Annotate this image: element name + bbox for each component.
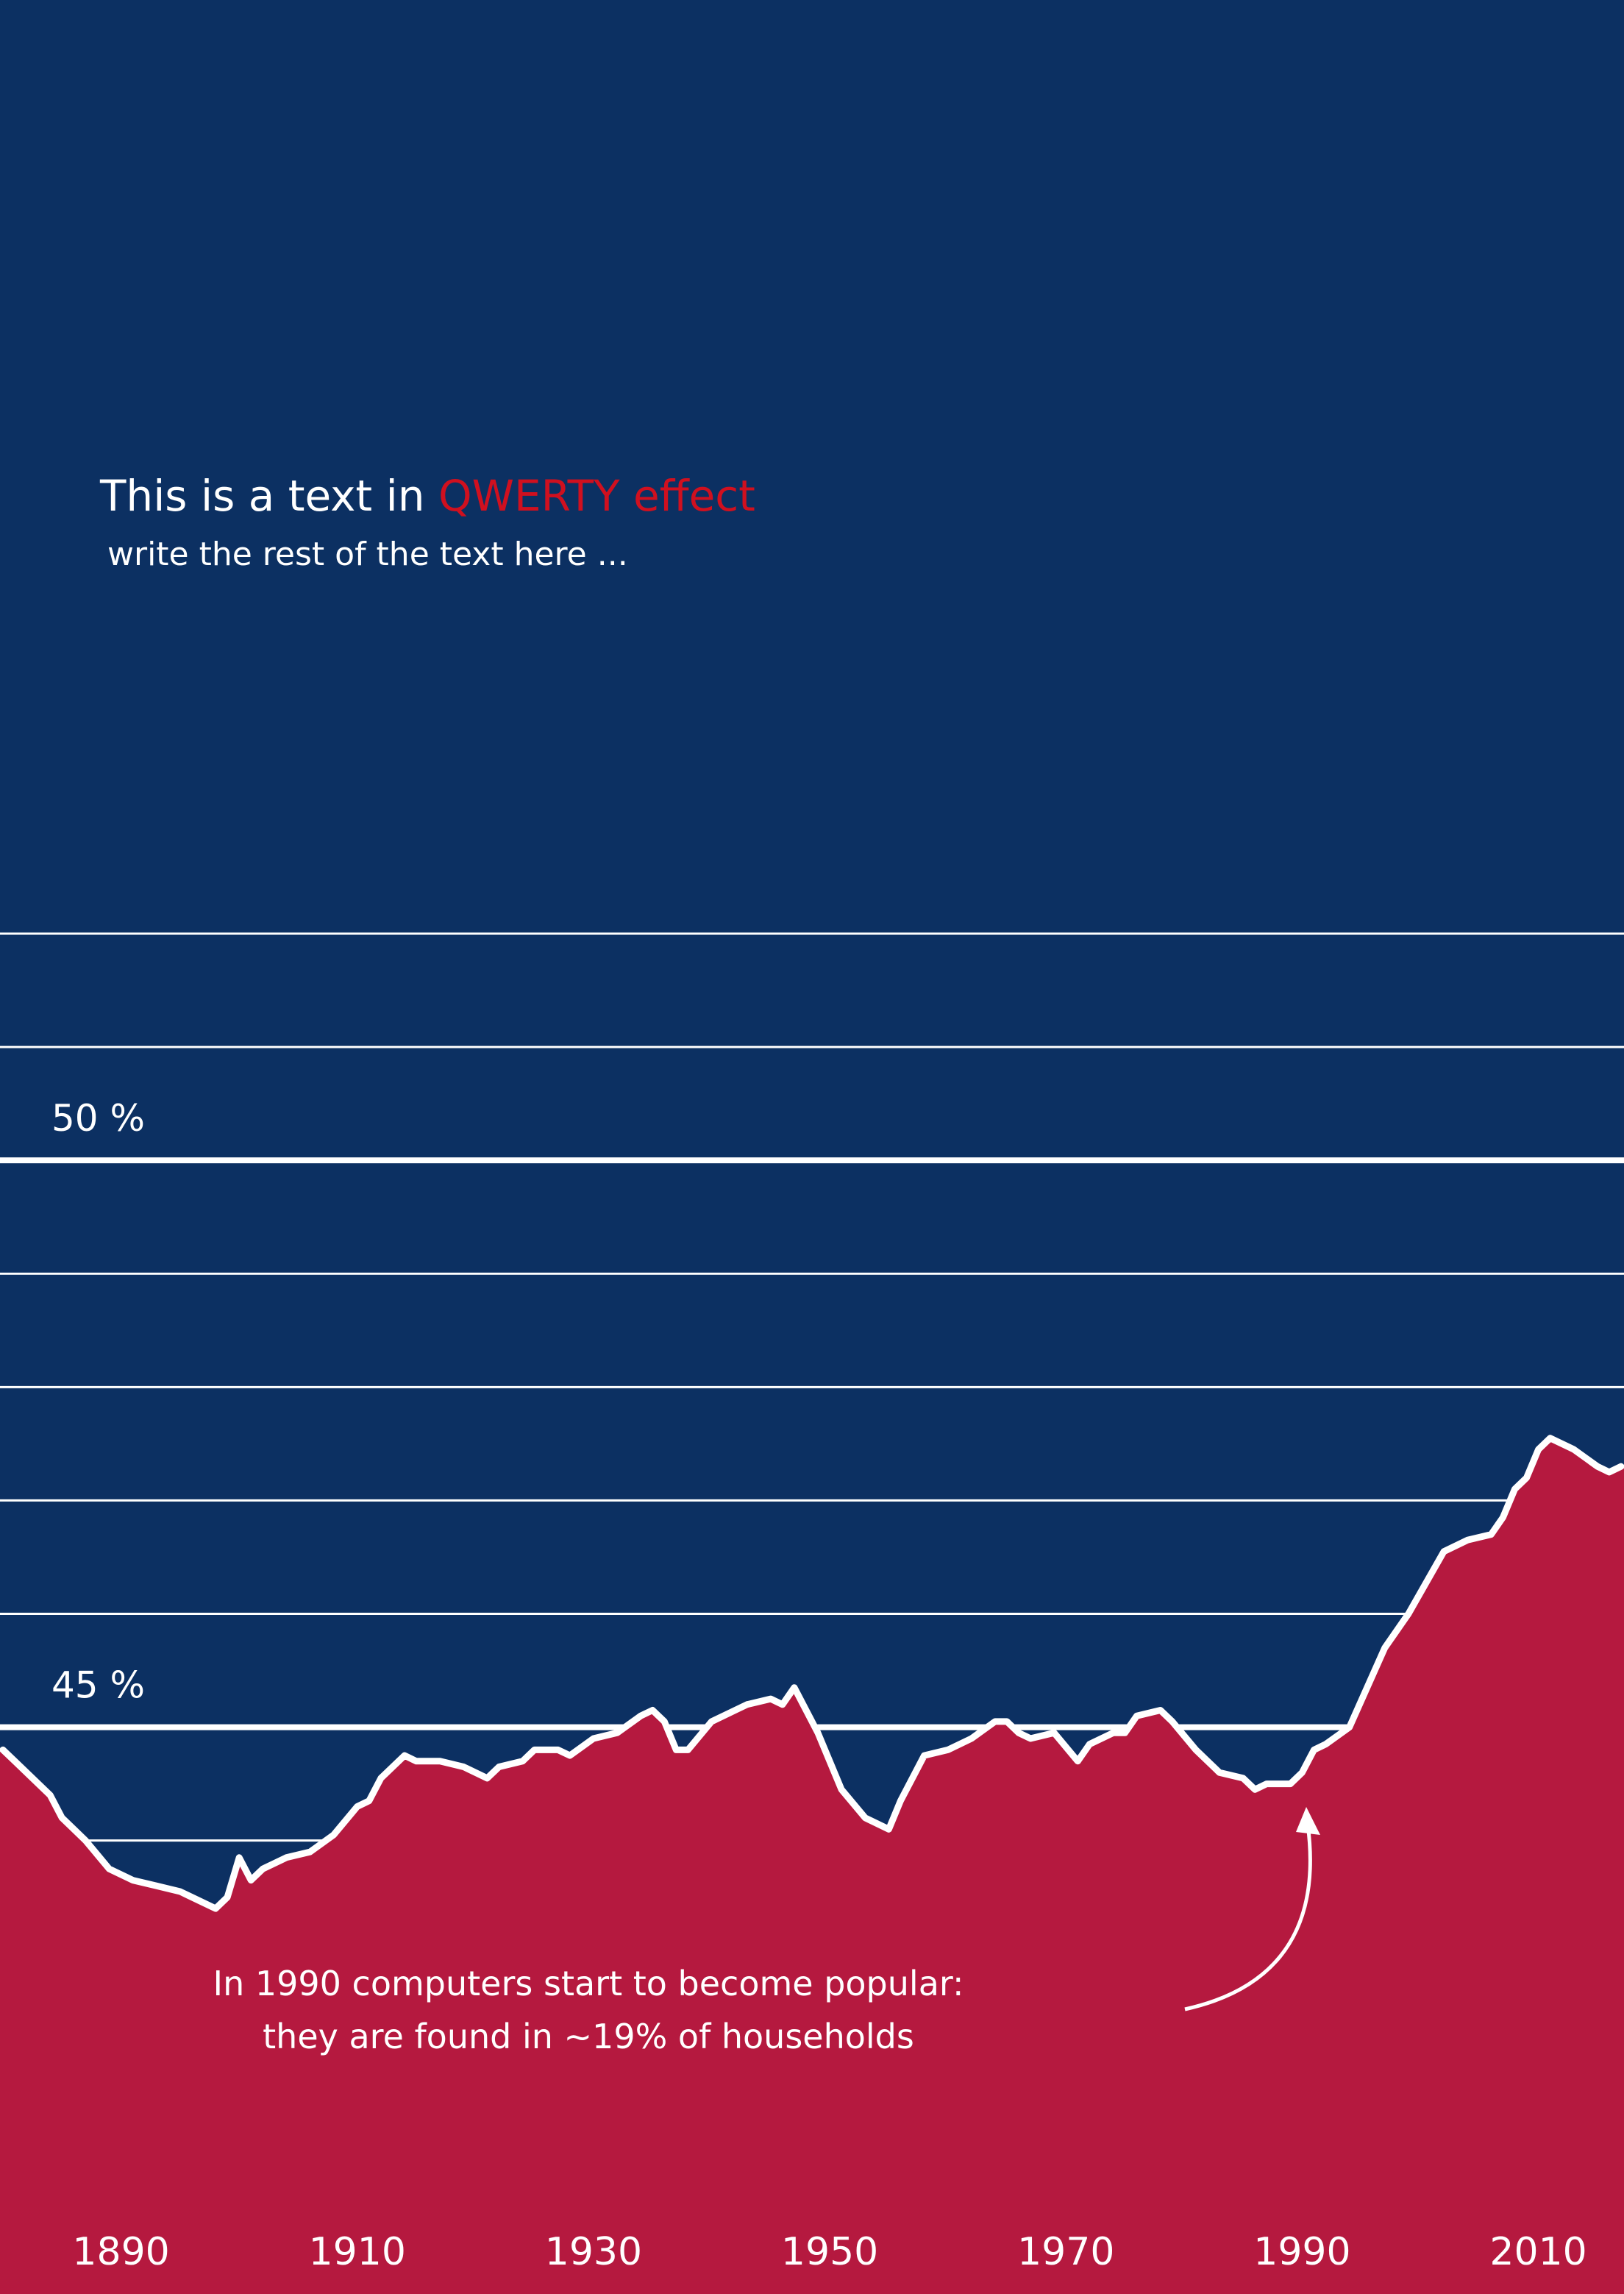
y-tick-label: 45 %	[51, 1664, 145, 1707]
annotation: they are found in ~19% of households	[263, 2017, 914, 2056]
area	[0, 1438, 1624, 2294]
annotation-arrow	[1184, 1824, 1312, 2011]
subtitle: write the rest of the text here ...	[107, 536, 628, 573]
x-tick-label: 1910	[309, 2230, 406, 2274]
line	[0, 1435, 1624, 1912]
annotation-arrowhead	[1296, 1807, 1320, 1835]
chart-title: This is a text in QWERTY effect	[99, 471, 755, 521]
x-tick-label: 1930	[545, 2230, 642, 2274]
title-highlight: QWERTY effect	[438, 471, 755, 521]
x-tick-label: 1890	[72, 2230, 169, 2274]
title-text: This is a text in	[99, 471, 425, 521]
x-tick-label: 1970	[1017, 2230, 1114, 2274]
labels: 45 % 50 % 1890 1910 1930 1950 1970 1990 2010	[51, 1097, 1587, 2274]
marks	[0, 1435, 1624, 2294]
x-tick-label: 1990	[1253, 2230, 1350, 2274]
x-tick-label: 2010	[1489, 2230, 1586, 2274]
x-tick-label: 1950	[781, 2230, 878, 2274]
annotation: In 1990 computers start to become popula…	[213, 1964, 964, 2003]
y-tick-label: 50 %	[51, 1097, 145, 1140]
